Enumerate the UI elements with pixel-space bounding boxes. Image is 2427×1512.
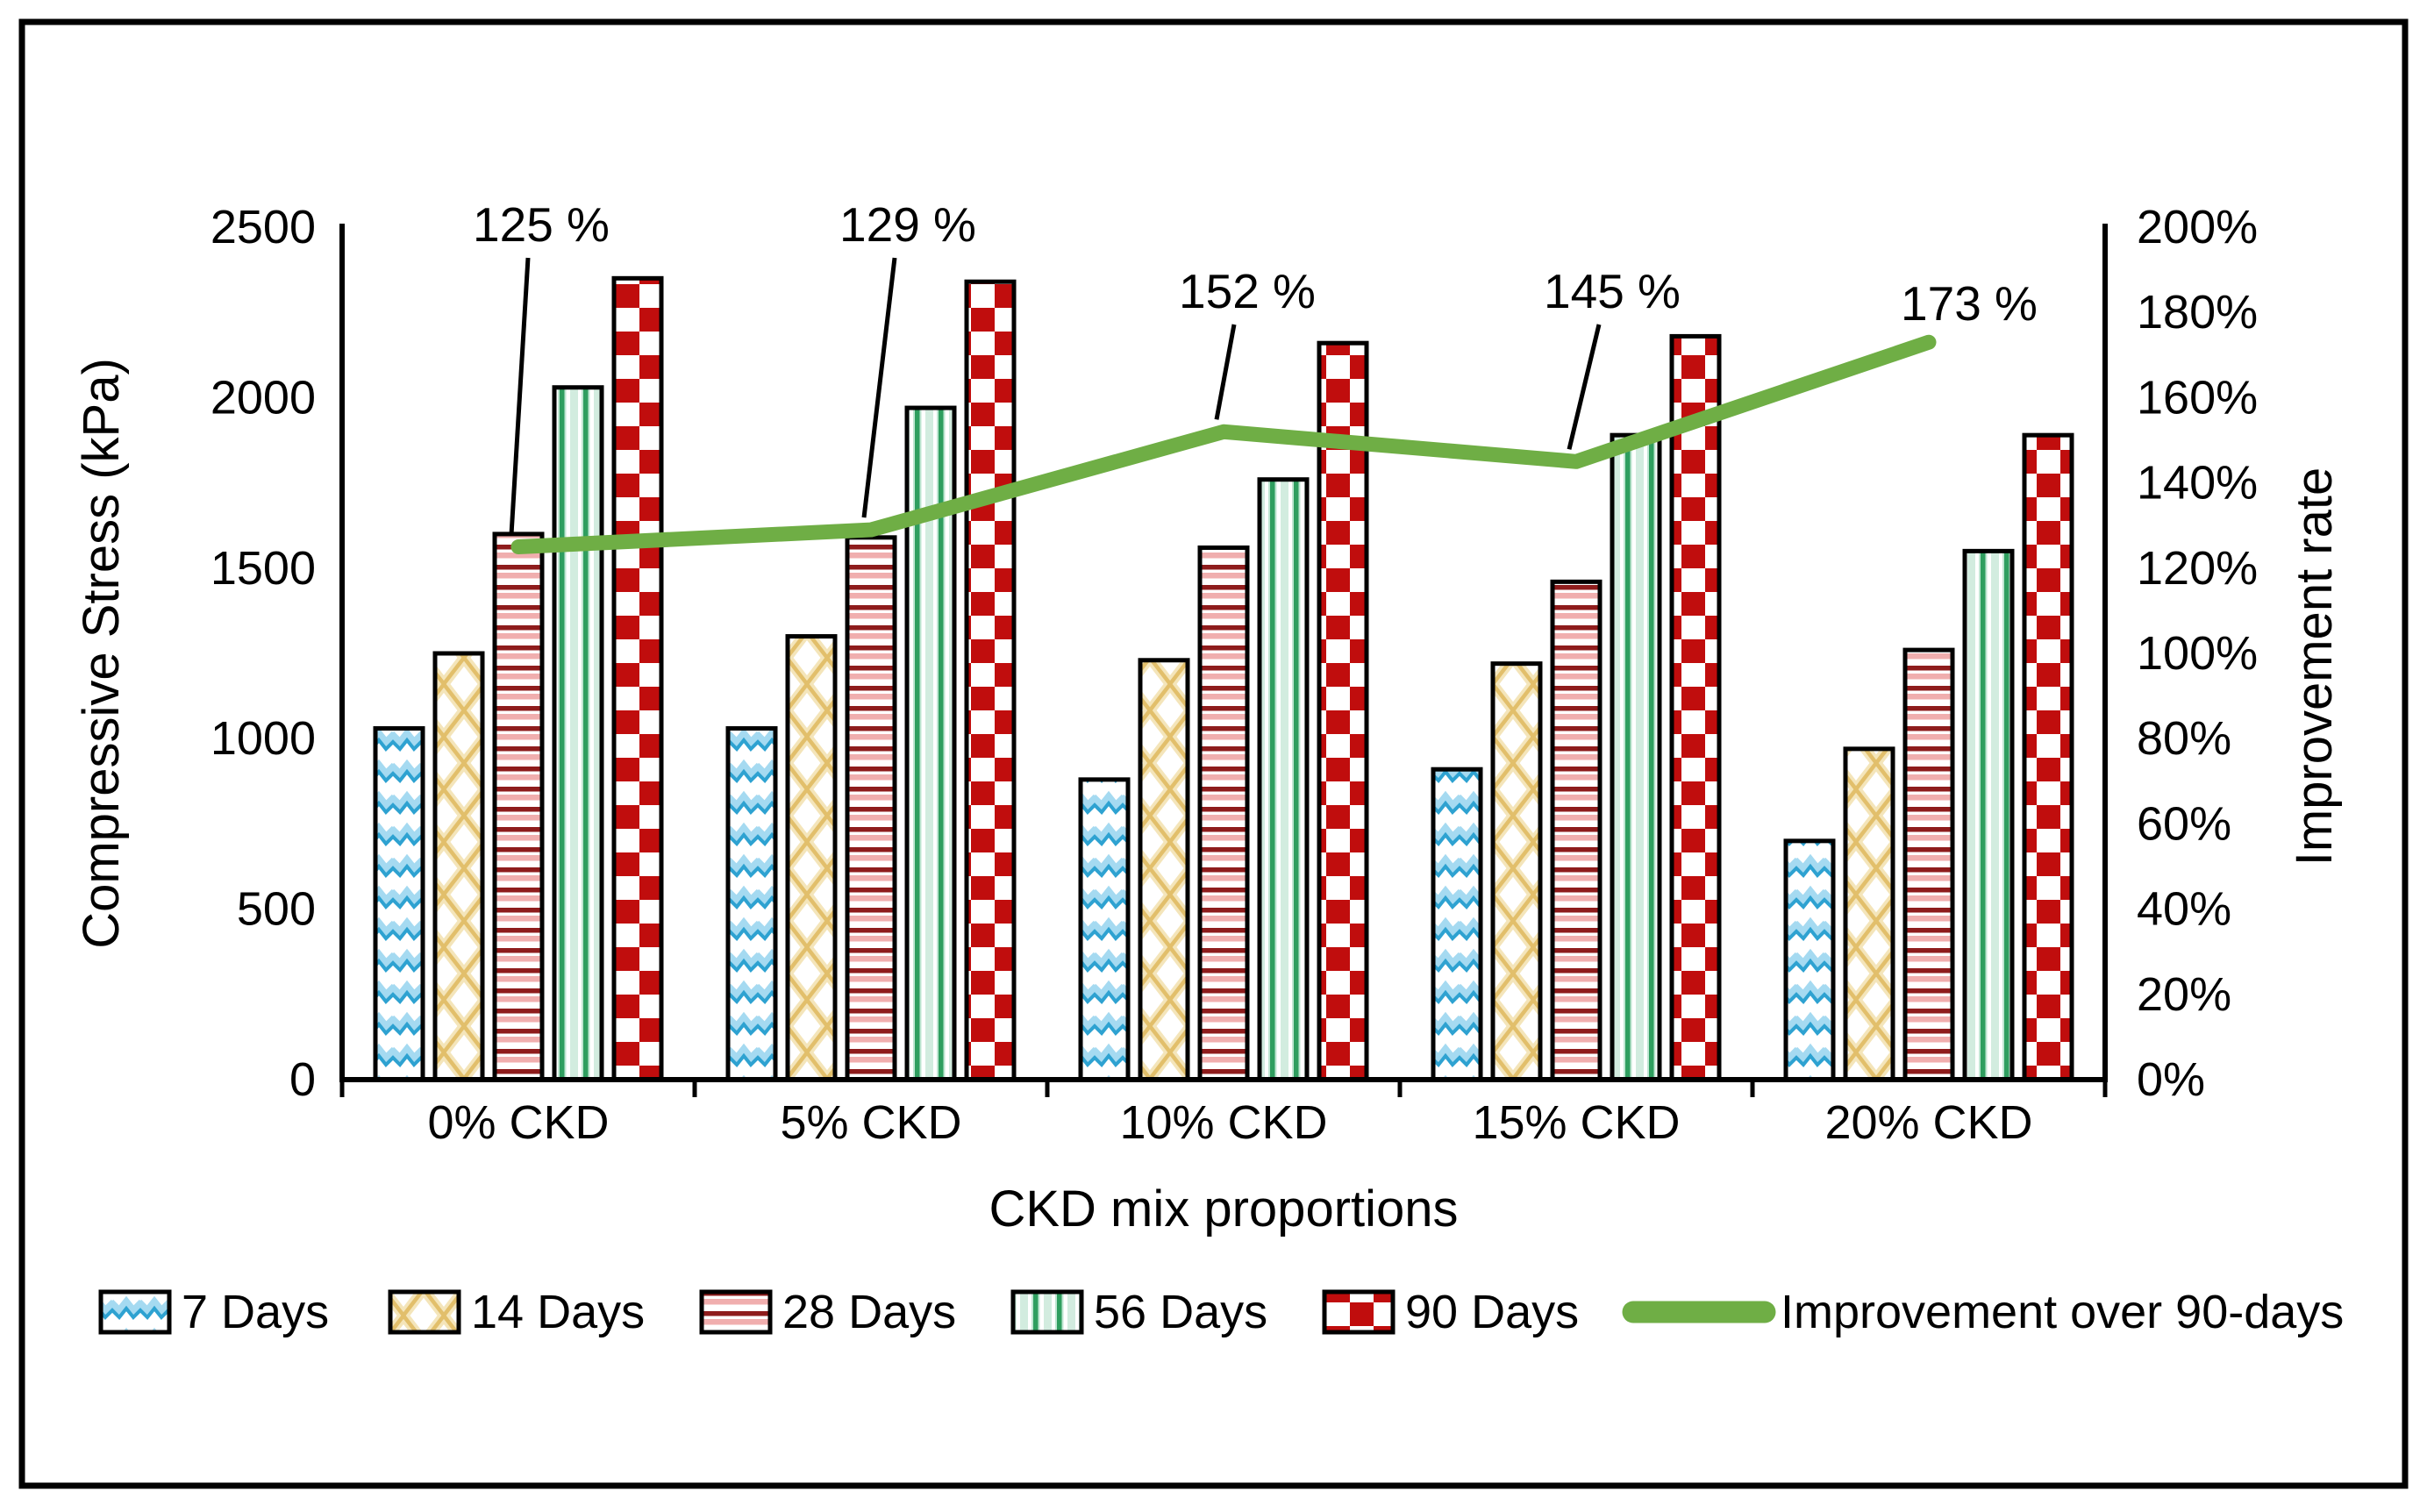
- legend-label: 7 Days: [182, 1286, 329, 1338]
- left-tick-label: 1500: [211, 542, 316, 595]
- bar-7-days-0%-ckd: [373, 726, 425, 1082]
- legend-swatch-hstripe-red: [699, 1289, 773, 1335]
- annotation-leader-line: [861, 257, 897, 518]
- left-tick-label: 2000: [211, 371, 316, 424]
- right-tick-label: 0%: [2137, 1053, 2205, 1106]
- annotation-leader-line: [1214, 324, 1237, 420]
- x-category-label: 15% CKD: [1472, 1096, 1680, 1149]
- figure-border: [18, 18, 2409, 1489]
- bar-14-days-0%-ckd: [432, 651, 485, 1082]
- annotation-label: 152 %: [1179, 264, 1316, 318]
- right-tick-label: 120%: [2137, 542, 2258, 595]
- bar-28-days-5%-ckd: [845, 535, 897, 1082]
- legend-swatch-wave-blue: [98, 1289, 172, 1335]
- left-tick-label: 500: [237, 883, 316, 936]
- bar-56-days-15%-ckd: [1610, 432, 1662, 1082]
- left-tick-label: 1000: [211, 712, 316, 765]
- left-tick-label: 0: [289, 1053, 316, 1106]
- bar-7-days-5%-ckd: [725, 726, 778, 1082]
- right-tick-label: 140%: [2137, 457, 2258, 510]
- right-tick-label: 180%: [2137, 286, 2258, 339]
- right-tick-label: 200%: [2137, 201, 2258, 253]
- bar-56-days-20%-ckd: [1962, 548, 2015, 1082]
- annotation-label: 125 %: [473, 197, 610, 252]
- tick-labels-layer: 0 500 1000 1500 2000 2500 0% 20% 40% 60% 80% 100% 12…: [211, 201, 2258, 1149]
- bar-28-days-15%-ckd: [1550, 579, 1603, 1082]
- annotation-leader-line: [1567, 324, 1602, 450]
- bar-90-days-20%-ckd: [2022, 432, 2074, 1082]
- annotation-label: 129 %: [839, 197, 976, 252]
- right-tick-label: 40%: [2137, 883, 2231, 936]
- bar-7-days-20%-ckd: [1783, 838, 1836, 1082]
- x-category-label: 10% CKD: [1119, 1096, 1327, 1149]
- axis-layer: [339, 224, 2108, 1097]
- right-tick-label: 20%: [2137, 968, 2231, 1021]
- improvement-line: [510, 334, 1937, 554]
- legend-label: Improvement over 90-days: [1781, 1286, 2344, 1338]
- bar-28-days-20%-ckd: [1902, 647, 1955, 1082]
- bar-14-days-15%-ckd: [1490, 661, 1543, 1082]
- annotation-label: 145 %: [1544, 264, 1681, 318]
- legend-swatch-diamond-gold: [388, 1289, 461, 1335]
- x-category-label: 20% CKD: [1824, 1096, 2032, 1149]
- bar-14-days-10%-ckd: [1138, 658, 1190, 1082]
- annotation-leader-line: [509, 257, 531, 535]
- bar-56-days-0%-ckd: [552, 385, 604, 1082]
- bars-layer: [373, 275, 2074, 1082]
- legend-swatch-vstripe-green: [1010, 1289, 1084, 1335]
- legend-label: 56 Days: [1094, 1286, 1267, 1338]
- bar-56-days-10%-ckd: [1257, 477, 1310, 1082]
- bar-7-days-10%-ckd: [1078, 777, 1131, 1082]
- bar-90-days-10%-ckd: [1317, 340, 1369, 1082]
- left-axis-title: Compressive Stress (kPa): [73, 358, 130, 949]
- right-tick-label: 60%: [2137, 797, 2231, 850]
- right-tick-label: 100%: [2137, 627, 2258, 680]
- annotation-layer: 125 % 129 % 152 % 145 % 173 %: [473, 197, 2038, 535]
- right-tick-label: 160%: [2137, 371, 2258, 424]
- right-tick-label: 80%: [2137, 712, 2231, 765]
- legend-label: 14 Days: [471, 1286, 645, 1338]
- bar-14-days-5%-ckd: [785, 634, 838, 1082]
- legend-label: 28 Days: [782, 1286, 956, 1338]
- bar-28-days-10%-ckd: [1197, 545, 1250, 1082]
- bar-7-days-15%-ckd: [1431, 767, 1483, 1082]
- legend-swatch-checker-red: [1322, 1289, 1396, 1335]
- bar-14-days-20%-ckd: [1843, 746, 1895, 1082]
- right-axis-title: Improvement rate: [2286, 467, 2343, 867]
- legend-label: 90 Days: [1405, 1286, 1579, 1338]
- left-tick-label: 2500: [211, 201, 316, 253]
- x-axis-title: CKD mix proportions: [989, 1180, 1458, 1237]
- bar-90-days-0%-ckd: [611, 275, 664, 1082]
- bar-90-days-5%-ckd: [964, 279, 1017, 1082]
- improvement-line-layer: [510, 334, 1937, 554]
- x-category-label: 5% CKD: [780, 1096, 961, 1149]
- bar-90-days-15%-ckd: [1669, 333, 1722, 1082]
- bar-28-days-0%-ckd: [492, 531, 545, 1082]
- annotation-label: 173 %: [1901, 276, 2038, 331]
- x-category-label: 0% CKD: [427, 1096, 609, 1149]
- legend: 7 Days 14 Days 28 Days 56 Days 90 Days Improv…: [98, 1286, 2344, 1338]
